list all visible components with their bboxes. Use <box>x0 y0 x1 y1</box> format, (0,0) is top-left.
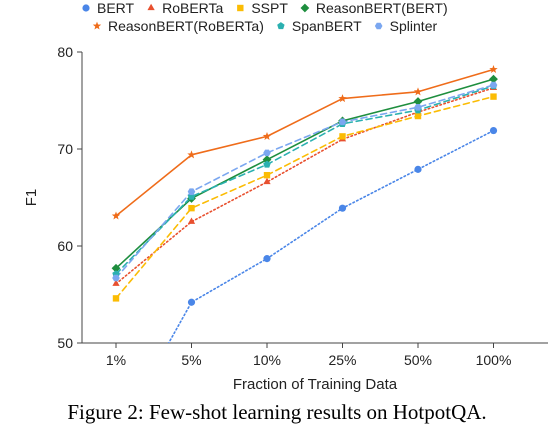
data-point <box>187 188 196 195</box>
series-line-bert <box>167 129 495 343</box>
data-point <box>112 295 120 302</box>
data-point <box>263 171 271 179</box>
axes: 50 60 70 80 1% 5% 10% 25% 50% 100% Fraction of Tra… <box>23 44 548 393</box>
series-line-sspt <box>115 95 495 300</box>
legend-label: SSPT <box>251 0 288 16</box>
legend-label: RoBERTa <box>162 0 223 16</box>
data-point <box>489 74 498 84</box>
data-point <box>338 204 347 212</box>
legend: BERT RoBERTa SSPT ReasonBERT(BERT) ReasonBER… <box>82 0 448 34</box>
legend-marker <box>300 3 310 13</box>
data-point <box>262 131 272 140</box>
data-point <box>263 160 271 168</box>
x-tick-label: 1% <box>106 352 126 368</box>
data-point <box>263 149 271 157</box>
data-point <box>414 165 422 173</box>
x-tick-label: 25% <box>328 352 356 368</box>
legend-marker <box>237 4 244 12</box>
data-point <box>187 217 196 224</box>
series-markers <box>111 65 498 306</box>
legend-marker <box>374 22 383 30</box>
data-point <box>414 104 422 111</box>
series-line-splinter <box>115 84 495 279</box>
legend-marker <box>277 22 285 30</box>
x-tick-label: 10% <box>253 352 281 368</box>
data-point <box>263 177 271 185</box>
legend-marker <box>82 4 90 12</box>
data-point <box>338 94 347 103</box>
data-point <box>187 298 196 306</box>
figure-caption: Figure 2: Few-shot learning results on H… <box>67 400 487 424</box>
legend-marker <box>92 21 102 30</box>
y-tick-label: 50 <box>57 335 73 351</box>
data-point <box>112 274 120 282</box>
x-tick-label: 100% <box>476 352 512 368</box>
legend-label: Splinter <box>390 18 438 34</box>
legend-label: ReasonBERT(RoBERTa) <box>108 18 264 34</box>
data-point <box>490 93 497 100</box>
data-point <box>489 126 498 135</box>
y-tick-label: 80 <box>57 44 73 60</box>
y-tick-label: 70 <box>57 141 73 157</box>
y-axis-label: F1 <box>23 189 40 207</box>
data-point <box>414 112 422 120</box>
y-tick-label: 60 <box>57 238 73 254</box>
data-point <box>111 211 121 220</box>
line-chart: BERT RoBERTa SSPT ReasonBERT(BERT) ReasonBER… <box>23 0 548 393</box>
series-lines <box>115 68 495 343</box>
data-point <box>413 97 423 106</box>
legend-marker <box>147 3 155 11</box>
data-point <box>263 255 271 263</box>
data-point <box>111 263 121 273</box>
data-point <box>112 279 120 286</box>
series-line-reasonbert-roberta- <box>115 68 495 217</box>
series-line-roberta <box>115 87 495 285</box>
data-point <box>338 118 347 126</box>
data-point <box>489 65 498 74</box>
x-tick-label: 50% <box>404 352 432 368</box>
data-point <box>187 150 196 159</box>
legend-label: SpanBERT <box>292 18 362 34</box>
data-point <box>489 81 498 89</box>
legend-label: ReasonBERT(BERT) <box>316 0 448 16</box>
data-point <box>188 204 195 212</box>
data-point <box>339 133 346 140</box>
x-tick-label: 5% <box>181 352 201 368</box>
series-line-reasonbert-bert- <box>115 78 495 270</box>
x-axis-label: Fraction of Training Data <box>233 376 398 393</box>
legend-label: BERT <box>97 0 135 16</box>
series-line-spanbert <box>115 85 495 275</box>
data-point <box>413 87 423 96</box>
data-point <box>262 155 272 165</box>
